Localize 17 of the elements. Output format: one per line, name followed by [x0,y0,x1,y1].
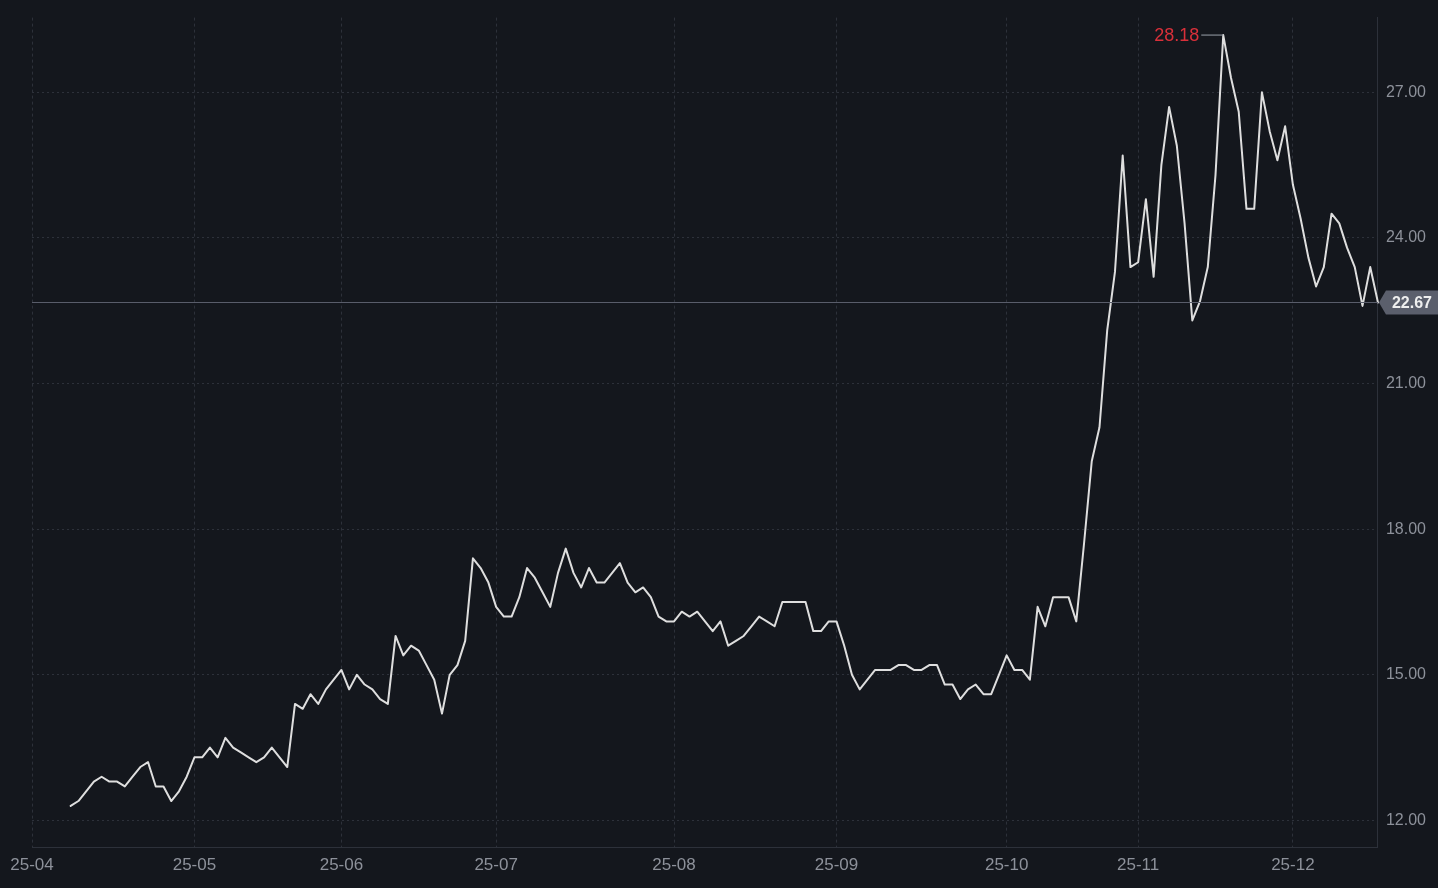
x-tick-label: 25-06 [319,855,364,875]
y-tick-label: 24.00 [1385,228,1427,246]
x-tick-label: 25-09 [814,855,859,875]
y-tick-label: 21.00 [1385,373,1427,391]
x-tick-label: 25-04 [10,855,54,875]
annotation: 28.18 [1154,25,1200,46]
y-tick-label: 27.00 [1385,82,1427,100]
x-tick-label: 25-10 [984,855,1029,875]
y-tick-label: 18.00 [1385,519,1427,537]
x-tick-label: 25-05 [172,855,217,875]
x-tick-label: 25-11 [1117,855,1160,875]
x-tick-label: 25-08 [652,855,696,875]
x-tick-label: 25-12 [1271,855,1315,875]
y-tick-label: 12.00 [1385,810,1427,828]
y-tick-label: 15.00 [1385,665,1427,683]
x-tick-label: 25-07 [474,855,518,875]
ref-line-label: 22.67 [1391,293,1433,311]
